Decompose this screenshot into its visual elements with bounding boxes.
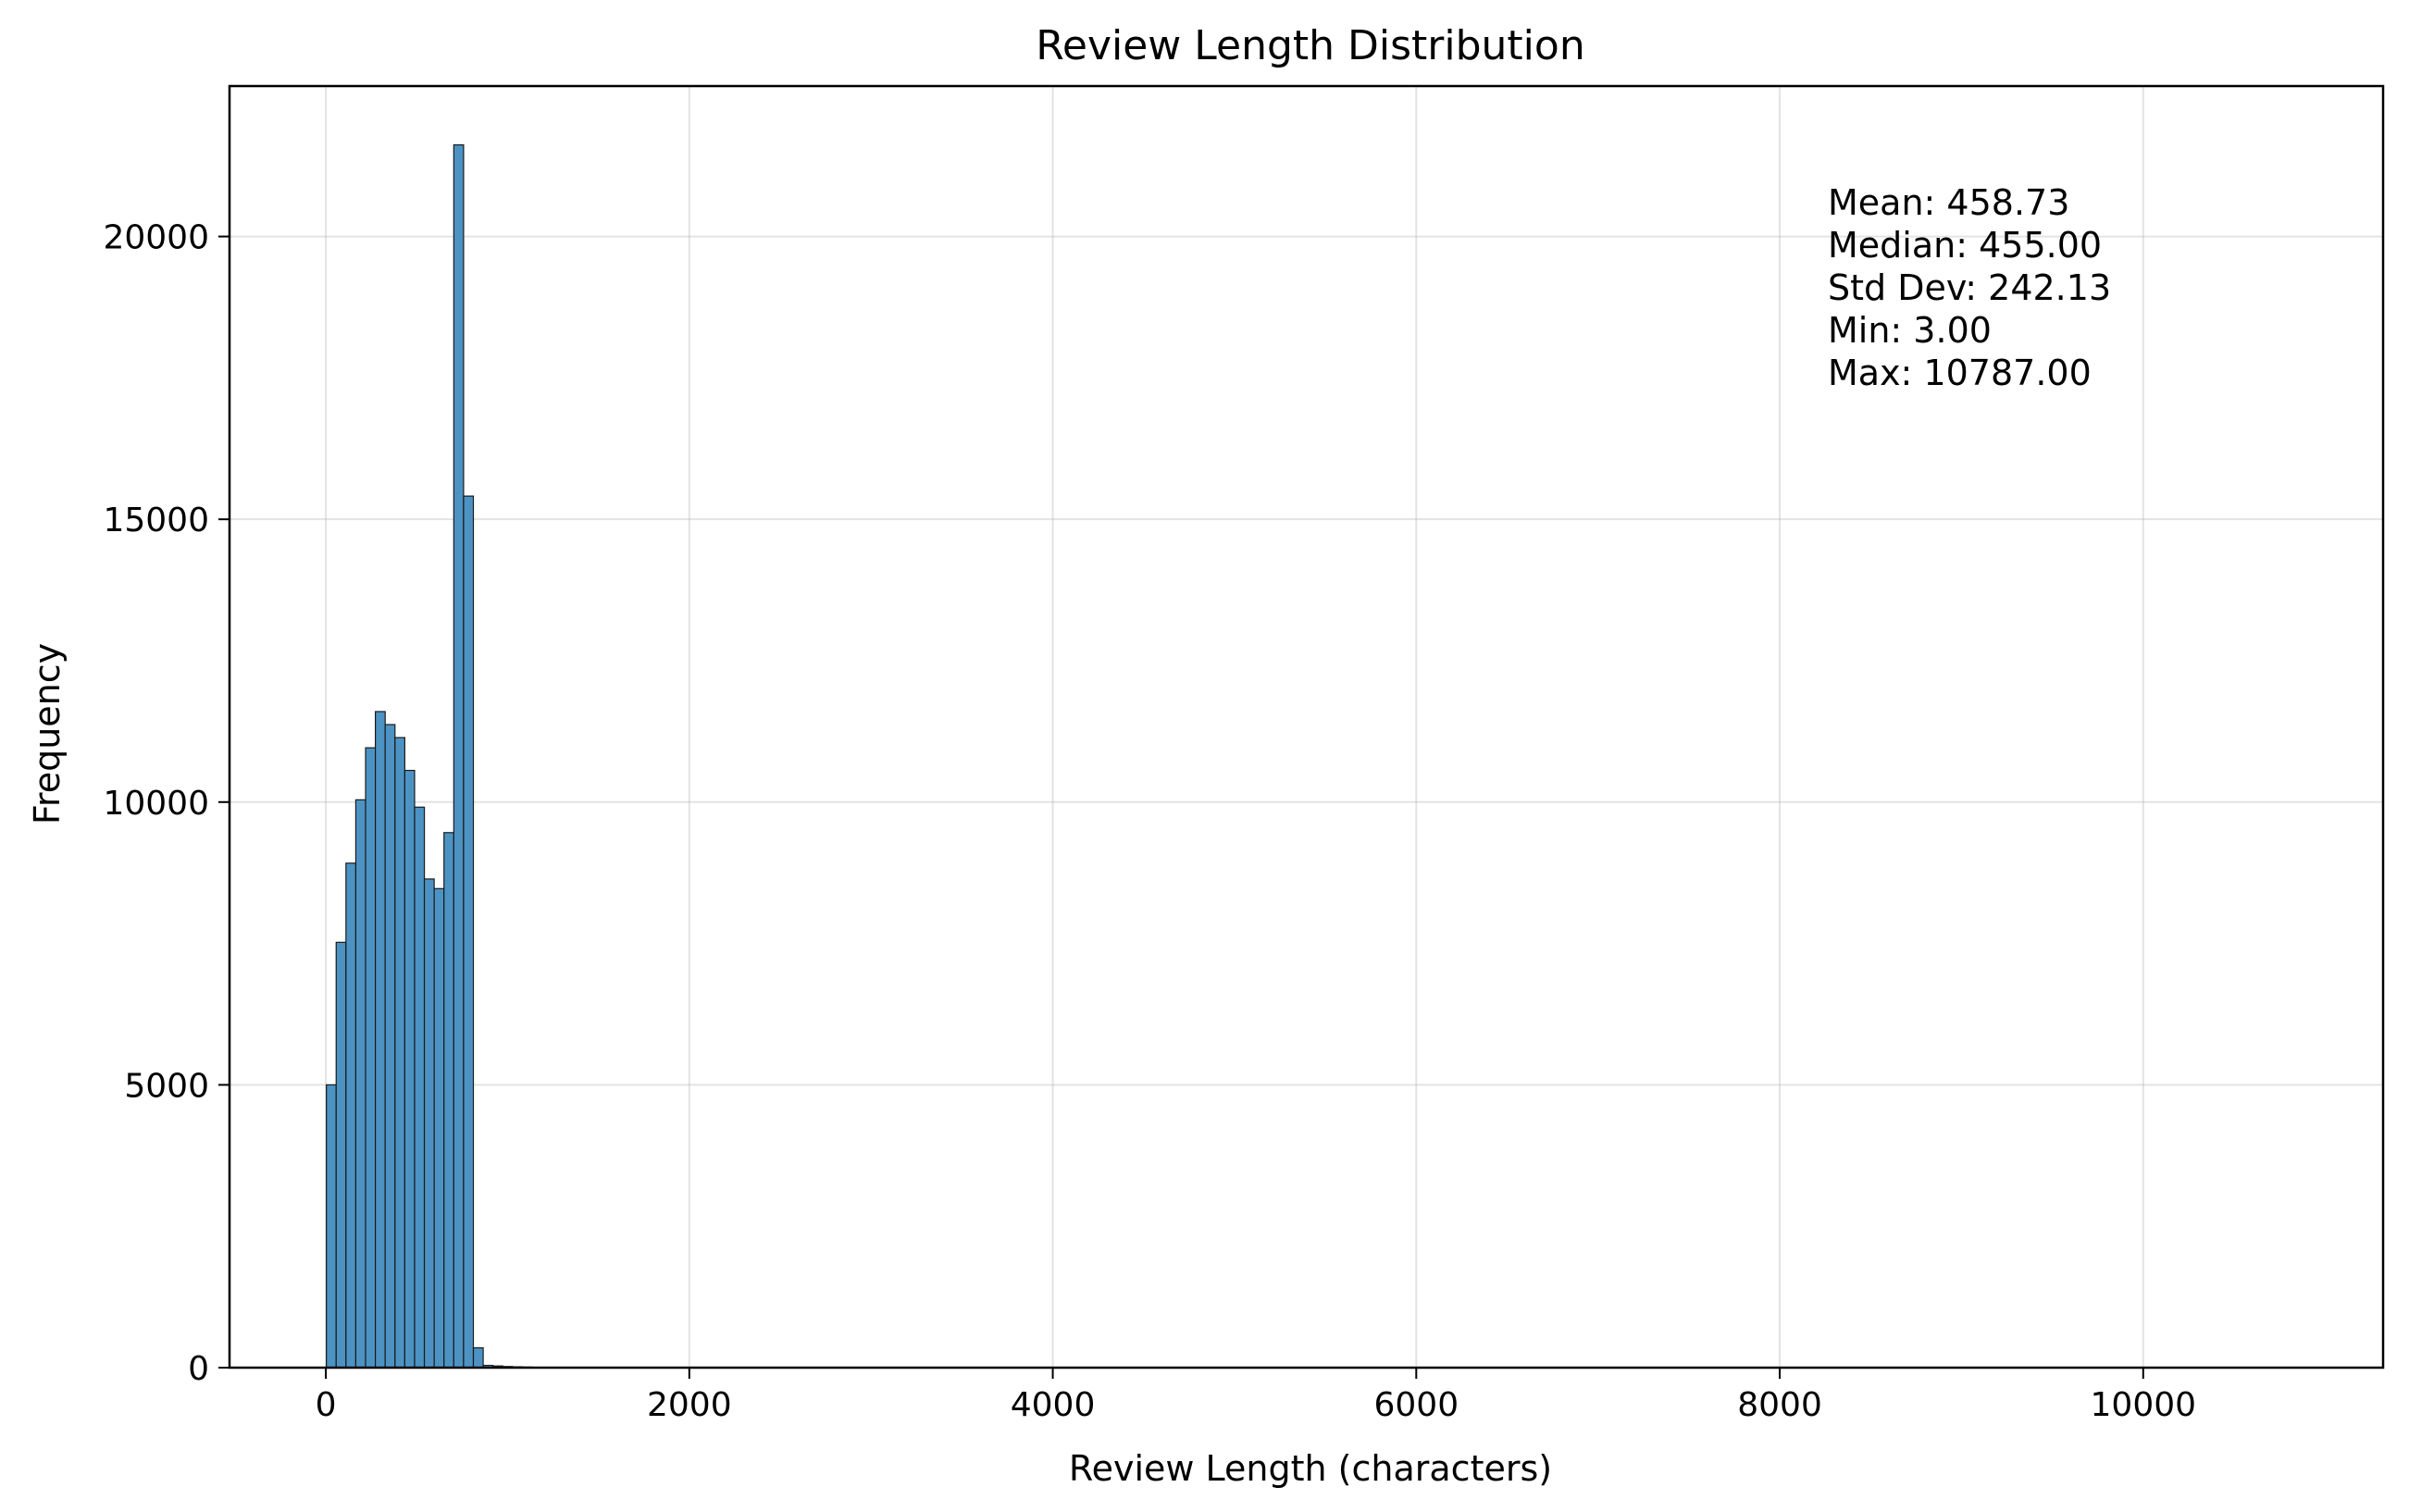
stats-min: Min: 3.00 [1828,310,1992,351]
histogram-bar [375,711,386,1369]
stats-std-dev: Std Dev: 242.13 [1828,267,2111,308]
stats-max: Max: 10787.00 [1828,353,2092,393]
histogram-bar [423,878,435,1369]
histogram-bar [453,143,465,1369]
histogram-bar [443,832,454,1369]
x-tick-label: 0 [316,1386,337,1424]
y-tick-label: 5000 [124,1067,209,1105]
histogram-bar [472,1347,484,1369]
y-tick-label: 10000 [103,785,209,823]
x-axis-label: Review Length (characters) [1069,1448,1552,1489]
histogram-bar [404,769,416,1369]
stats-median: Median: 455.00 [1828,225,2102,266]
histogram-bar [335,941,347,1369]
histogram-bar [326,1084,337,1369]
histogram-bar [463,495,475,1369]
x-tick-label: 10000 [2091,1386,2197,1424]
chart-title: Review Length Distribution [1036,22,1584,69]
y-axis-label: Frequency [27,643,68,824]
x-tick-label: 8000 [1737,1386,1822,1424]
histogram-bar [414,806,426,1369]
histogram-bars [326,143,533,1369]
x-tick-label: 4000 [1011,1386,1096,1424]
y-tick-label: 15000 [103,502,209,539]
stats-annotation: Mean: 458.73 Median: 455.00 Std Dev: 242… [1828,182,2111,393]
histogram-bar [365,747,377,1369]
y-tick-label: 0 [188,1350,209,1388]
histogram-bar [394,737,405,1369]
x-tick-label: 6000 [1373,1386,1459,1424]
axis-ticks: 0 2000 4000 6000 8000 10000 0 5000 10000 15000 200… [103,219,2196,1424]
y-tick-label: 20000 [103,219,209,257]
histogram-bar [384,724,396,1369]
histogram-bar [433,887,445,1369]
histogram-bar [345,862,357,1369]
x-tick-label: 2000 [647,1386,732,1424]
histogram-bar [354,799,366,1369]
plot-frame [228,84,2385,1369]
stats-mean: Mean: 458.73 [1828,182,2069,223]
